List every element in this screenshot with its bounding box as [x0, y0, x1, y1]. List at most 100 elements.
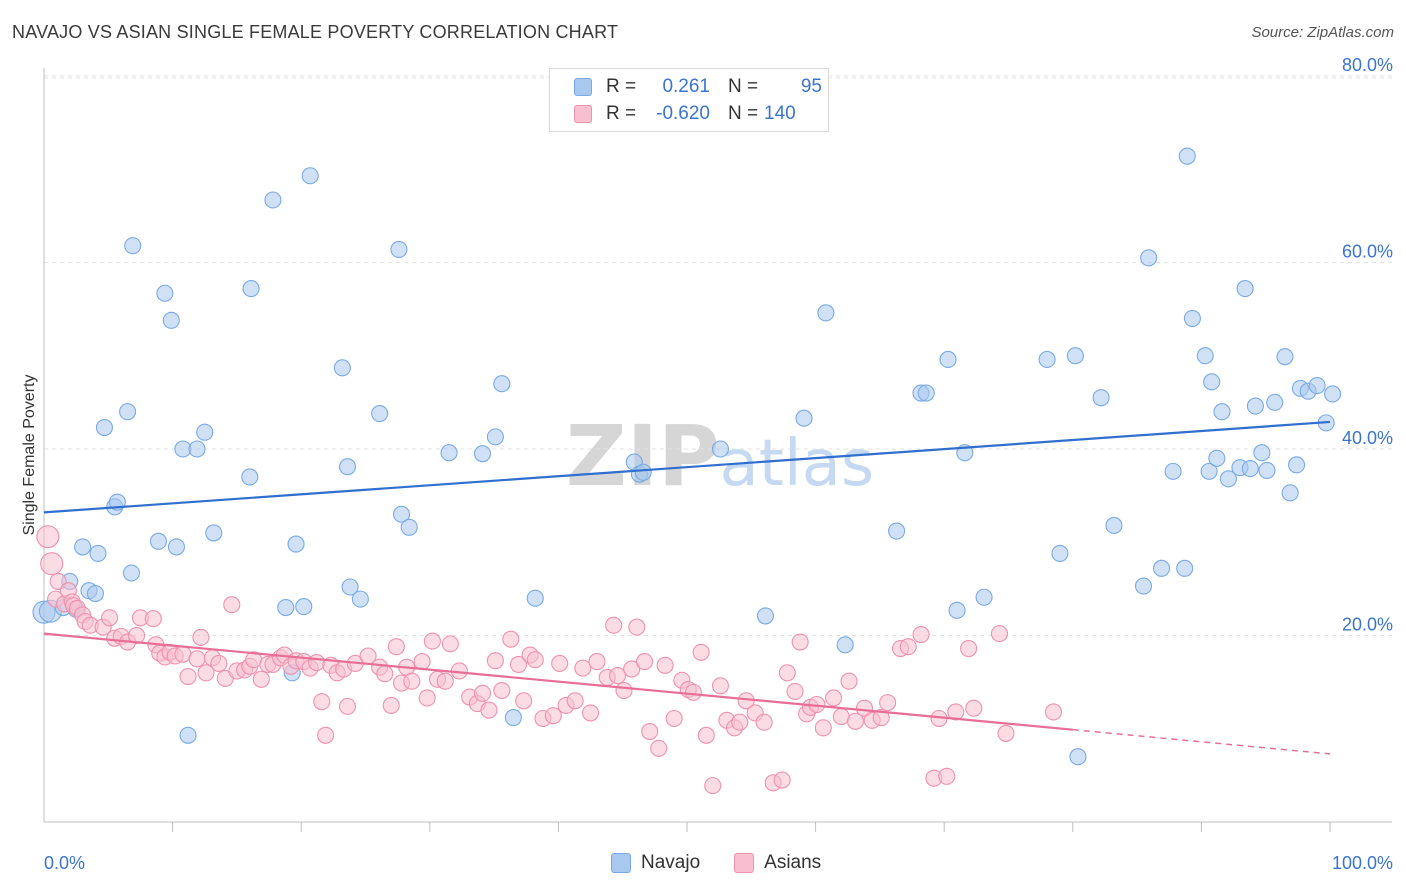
- navajo-point: [179, 726, 197, 744]
- navajo-point: [86, 584, 104, 603]
- asians-point: [387, 638, 405, 656]
- asians-point: [840, 672, 858, 690]
- navajo-point: [196, 423, 214, 441]
- navajo-point: [149, 532, 168, 550]
- asians-point: [692, 643, 710, 661]
- navajo-point: [440, 444, 458, 462]
- n-label: N =: [728, 103, 759, 124]
- navajo-point: [156, 284, 174, 302]
- legend-swatch-navajo: [574, 78, 592, 96]
- asians-point: [846, 712, 865, 730]
- asians-trend-extension: [1072, 728, 1331, 755]
- navajo-point: [295, 598, 313, 616]
- navajo-point: [1038, 350, 1056, 369]
- navajo-point: [1281, 484, 1299, 502]
- x-tick-label: 0.0%: [44, 853, 85, 873]
- asians-point: [252, 670, 270, 688]
- navajo-point: [493, 375, 511, 393]
- navajo-point: [634, 463, 652, 481]
- navajo-point: [1213, 403, 1231, 421]
- asians-point: [179, 667, 197, 686]
- navajo-point: [948, 601, 966, 619]
- asians-point: [791, 633, 809, 651]
- asians-trend-line: [43, 632, 1073, 731]
- asians-point: [101, 609, 119, 627]
- navajo-point: [1236, 280, 1254, 298]
- y-tick-label: 40.0%: [1342, 428, 1393, 448]
- navajo-point: [341, 578, 359, 596]
- n-value: 140: [764, 103, 796, 124]
- asians-point: [1044, 703, 1063, 721]
- navajo-point: [1203, 373, 1221, 391]
- tick-labels: 20.0% 40.0% 60.0% 80.0% 0.0% 100.0%: [44, 55, 1393, 873]
- asians-point: [825, 689, 843, 707]
- navajo-point: [1066, 347, 1084, 365]
- asians-point: [308, 653, 326, 672]
- legend-item-navajo[interactable]: Navajo: [611, 852, 700, 874]
- r-label: R =: [606, 103, 637, 124]
- asians-point: [947, 703, 965, 721]
- asians-point: [509, 655, 528, 673]
- navajo-point: [1051, 544, 1069, 562]
- navajo-point: [277, 598, 295, 617]
- asians-point: [650, 739, 668, 757]
- navajo-point: [836, 636, 854, 654]
- asians-point: [814, 719, 832, 737]
- navajo-point: [95, 418, 113, 437]
- r-value: 0.261: [662, 76, 710, 97]
- navajo-point: [162, 311, 180, 329]
- asians-point: [879, 694, 897, 712]
- asians-point: [636, 653, 654, 671]
- asians-point: [990, 625, 1009, 643]
- asians-point: [223, 596, 241, 614]
- legend-row-asians: R = -0.620 N = 140: [550, 101, 800, 127]
- asians-point: [615, 681, 633, 700]
- asians-point: [872, 709, 890, 727]
- navajo-point: [1288, 456, 1306, 474]
- navajo-point: [1241, 460, 1259, 478]
- navajo-point: [1105, 516, 1123, 535]
- n-value: 95: [800, 76, 822, 97]
- correlation-legend: R = 0.261 N = 95 R = -0.620 N = 140: [549, 68, 829, 132]
- asians-point: [574, 659, 592, 677]
- asians-point: [551, 654, 569, 673]
- legend-swatch-asians: [574, 105, 592, 123]
- navajo-point: [122, 564, 140, 582]
- asians-point: [317, 726, 335, 744]
- watermark-zip: ZIP: [566, 407, 720, 505]
- series-legend: Navajo Asians: [611, 852, 855, 874]
- navajo-point: [1183, 309, 1201, 327]
- navajo-point: [400, 518, 418, 536]
- asians-point: [912, 626, 930, 644]
- asians-point: [413, 653, 431, 671]
- asians-point: [997, 724, 1015, 742]
- asians-point: [473, 684, 492, 702]
- navajo-point: [1178, 147, 1196, 165]
- watermark: ZIPatlas: [566, 407, 874, 505]
- navajo-point: [756, 607, 774, 625]
- y-tick-label: 20.0%: [1342, 614, 1393, 634]
- asians-point: [755, 713, 773, 731]
- legend-swatch-navajo: [611, 853, 631, 873]
- asians-point: [773, 771, 791, 789]
- navajo-point: [917, 384, 935, 402]
- navajo-point: [975, 588, 993, 606]
- asians-point: [697, 726, 715, 744]
- asians-point: [588, 653, 606, 671]
- navajo-point: [939, 350, 957, 369]
- navajo-point: [1092, 389, 1110, 407]
- legend-swatch-asians: [734, 853, 755, 873]
- navajo-point: [351, 590, 369, 608]
- asians-point: [486, 652, 504, 670]
- navajo-point: [301, 167, 319, 185]
- asians-point: [188, 650, 206, 668]
- asians-point: [899, 638, 917, 656]
- legend-row-navajo: R = 0.261 N = 95: [550, 74, 822, 100]
- navajo-point: [242, 280, 260, 298]
- navajo-point: [74, 538, 92, 556]
- trend-lines: [43, 420, 1331, 755]
- legend-item-asians[interactable]: Asians: [734, 852, 821, 874]
- asians-point: [684, 683, 702, 701]
- asians-point: [960, 639, 978, 658]
- r-label: R =: [606, 76, 637, 97]
